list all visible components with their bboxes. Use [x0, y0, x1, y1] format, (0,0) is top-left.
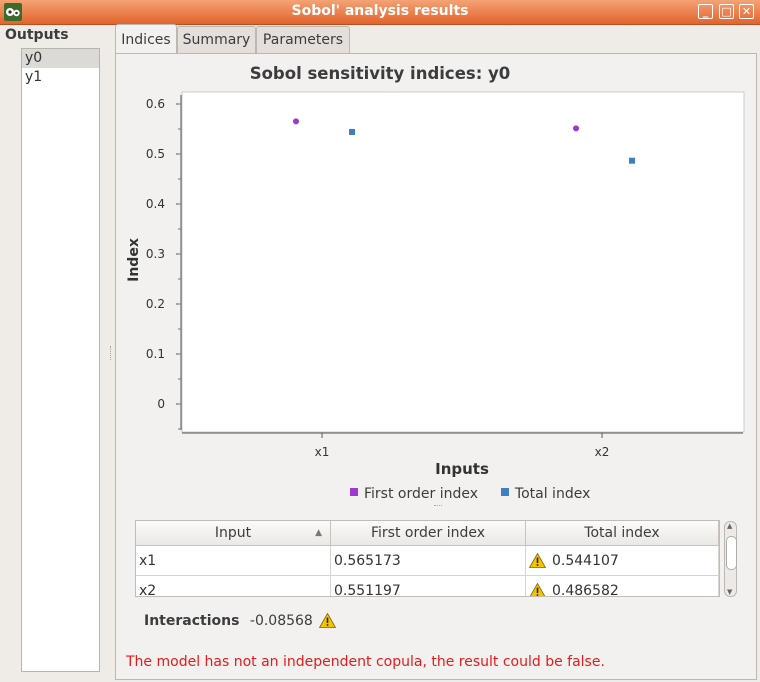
header-input-label: Input	[214, 525, 252, 541]
cell-total: 0.544107	[526, 546, 719, 576]
header-input[interactable]: Input ▲	[136, 521, 331, 546]
interactions-value: -0.08568	[249, 613, 313, 629]
output-item-y1[interactable]: y1	[25, 69, 43, 85]
total-index-point-x1	[349, 128, 355, 135]
window-title: Sobol' analysis results	[291, 3, 469, 19]
output-item-y0[interactable]: y0	[22, 49, 99, 68]
x-axis-label: Inputs	[435, 460, 489, 478]
outputs-title: Outputs	[5, 27, 69, 43]
cell-total-value: 0.544107	[552, 553, 619, 569]
splitter-handle[interactable]	[110, 346, 113, 360]
tab-summary[interactable]: Summary	[177, 26, 256, 53]
cell-input: x2	[136, 576, 331, 596]
splitter-grip[interactable]	[434, 505, 442, 508]
app-icon	[4, 3, 22, 21]
legend-label-total: Total index	[514, 486, 591, 502]
y-tick-label: 0	[157, 397, 165, 411]
header-total[interactable]: Total index	[526, 521, 719, 546]
y-tick-label: 0.4	[146, 197, 165, 211]
x-tick-label: x2	[595, 445, 610, 459]
cell-total-value: 0.486582	[552, 583, 619, 597]
cell-total: 0.486582	[526, 576, 719, 597]
table-scrollbar[interactable]: ▲ ▼	[724, 521, 737, 597]
scrollbar-thumb[interactable]	[726, 536, 737, 570]
scroll-up-icon[interactable]: ▲	[727, 522, 733, 530]
y-tick-label: 0.3	[146, 247, 165, 261]
outputs-panel: Outputs y0 y1	[0, 24, 108, 682]
legend-swatch-first-order	[350, 488, 358, 496]
close-button[interactable]: ✕	[739, 4, 754, 19]
outputs-list[interactable]: y0 y1	[21, 48, 100, 672]
y-tick-label: 0.6	[146, 97, 165, 111]
plot-canvas	[181, 91, 745, 433]
minimize-button[interactable]: _	[698, 4, 713, 19]
warning-icon	[529, 582, 546, 596]
first-order-point-x1	[293, 118, 299, 125]
legend-label-first-order: First order index	[364, 486, 478, 502]
sort-ascending-icon: ▲	[315, 528, 322, 538]
chart-legend: First order index Total index	[350, 486, 590, 502]
chart-title: Sobol sensitivity indices: y0	[249, 64, 511, 83]
cell-first-order: 0.565173	[331, 546, 526, 576]
title-bar: Sobol' analysis results _ □ ✕	[0, 0, 760, 25]
indices-table: Input ▲ First order index Total index x1…	[135, 520, 720, 597]
legend-swatch-total	[500, 488, 509, 496]
y-axis-label: Index	[126, 238, 142, 282]
warning-icon	[319, 612, 337, 628]
tab-parameters[interactable]: Parameters	[256, 26, 350, 53]
first-order-point-x2	[573, 125, 579, 132]
cell-input: x1	[136, 546, 331, 576]
interactions-row: Interactions -0.08568	[144, 612, 342, 629]
cell-first-order: 0.551197	[331, 576, 526, 596]
header-first-order[interactable]: First order index	[331, 521, 526, 546]
tab-indices[interactable]: Indices	[115, 24, 177, 54]
y-tick-label: 0.1	[146, 347, 165, 361]
y-tick-label: 0.2	[146, 297, 165, 311]
scroll-down-icon[interactable]: ▼	[727, 588, 733, 596]
warning-icon	[529, 552, 546, 568]
total-index-point-x2	[629, 157, 635, 164]
maximize-button[interactable]: □	[719, 4, 734, 19]
x-tick-label: x1	[315, 445, 330, 459]
interactions-label: Interactions	[144, 613, 240, 629]
copula-warning-message: The model has not an independent copula,…	[126, 654, 605, 670]
y-tick-label: 0.5	[146, 147, 165, 161]
